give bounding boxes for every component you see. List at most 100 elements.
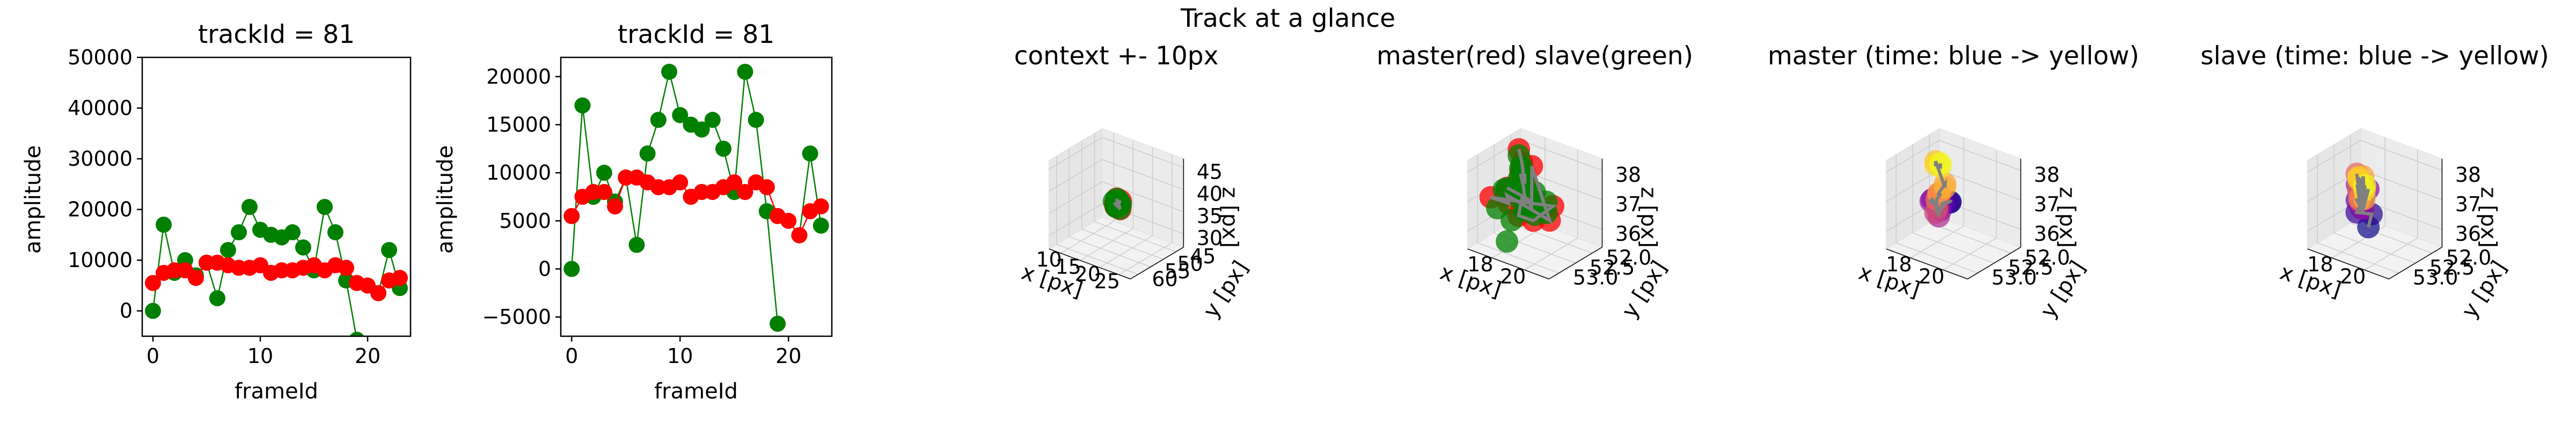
slave-point xyxy=(802,145,818,162)
master-point xyxy=(607,198,623,214)
z-tick-label: 40 xyxy=(1197,182,1223,206)
slave-point xyxy=(737,63,753,80)
master-point xyxy=(392,270,408,286)
master-point xyxy=(188,270,204,286)
slave-point xyxy=(564,261,580,277)
slave-point xyxy=(596,165,612,181)
y-tick-label: 52.5 xyxy=(2429,256,2475,279)
x-tick-label: 10 xyxy=(247,344,273,368)
slave-point xyxy=(704,112,721,128)
x-tick-label: 0 xyxy=(565,344,578,368)
x-grid-line xyxy=(1524,150,1578,271)
y-grid-line xyxy=(1912,144,1995,264)
x-grid-line xyxy=(1060,132,1115,254)
slave-point xyxy=(1102,190,1125,213)
y-axis-line xyxy=(1130,247,1184,279)
series-master xyxy=(145,254,408,301)
slave-point xyxy=(574,97,591,114)
master-track-line xyxy=(1928,160,1953,217)
x-axis-line xyxy=(1467,248,1549,279)
z-tick-label: 36 xyxy=(2455,222,2481,246)
z-tick-label: 45 xyxy=(1197,160,1223,183)
y-axis-line xyxy=(1967,247,2021,279)
z-tick-label: 38 xyxy=(1615,163,1641,187)
x-grid-line xyxy=(1118,154,1173,275)
y-grid-line xyxy=(2333,144,2416,264)
panel-5-title: master (time: blue -> yellow) xyxy=(1768,41,2139,71)
y-grid-line xyxy=(1094,133,1176,253)
y-tick-label: 5000 xyxy=(499,209,551,233)
panel-1-amplitude-plot: trackId = 81 0 10 20 0 10000 20000 30000 40000 5… xyxy=(21,20,412,404)
z-tick-label: 38 xyxy=(2034,163,2060,187)
y-tick-label: 55 xyxy=(1165,260,1190,283)
master-point xyxy=(791,227,808,243)
y-tick-label: 53.0 xyxy=(1992,266,2037,290)
x-axis-line xyxy=(1049,248,1131,279)
panel-4-title: master(red) slave(green) xyxy=(1377,41,1693,71)
z-tick-label: 35 xyxy=(1197,204,1223,228)
panel-3-context-3d: context +- 10px 101520254550556030354045… xyxy=(1014,41,1254,322)
y-tick-label: 20000 xyxy=(486,65,551,88)
slave-point xyxy=(231,224,247,241)
slave-point xyxy=(672,107,689,123)
x-axis-line xyxy=(2307,248,2389,279)
slave-point xyxy=(209,290,225,307)
slave-point xyxy=(284,224,301,241)
x-tick-label: 10 xyxy=(667,344,693,368)
y-tick-label: 53.0 xyxy=(1573,266,1619,290)
y-tick-label: 0 xyxy=(538,257,551,280)
y-tick-label: 40000 xyxy=(68,97,133,120)
y-tick-label: 0 xyxy=(120,299,133,323)
slave-point xyxy=(327,224,343,241)
x-tick-label: 18 xyxy=(1467,253,1493,276)
track-line xyxy=(1490,149,1557,224)
slave-point xyxy=(145,302,161,319)
y-grid-line xyxy=(1494,144,1576,264)
y-tick-label: 52.0 xyxy=(1606,246,1652,270)
slave-point xyxy=(770,315,786,332)
panel-1-xlabel: frameId xyxy=(235,379,318,404)
x-tick-label: 18 xyxy=(1886,253,1912,276)
master-point xyxy=(596,184,612,201)
z-grid-line xyxy=(1049,181,1184,214)
y-tick-label: 20000 xyxy=(68,198,133,221)
panel-5-master-time-3d: master (time: blue -> yellow) 18 20 52.052… xyxy=(1768,41,2139,322)
y-tick-label: 10000 xyxy=(486,161,551,184)
z-grid-line xyxy=(1049,159,1184,192)
master-point xyxy=(737,184,753,201)
track-line xyxy=(1113,198,1122,210)
y-tick-label: 15000 xyxy=(486,113,551,137)
x-tick-label: 20 xyxy=(1500,264,1526,288)
y-tick-label: 45 xyxy=(1190,245,1216,268)
z-tick-label: 37 xyxy=(2034,193,2060,216)
x-grid-line xyxy=(2364,150,2418,271)
master-point xyxy=(813,198,829,214)
y-axis-line xyxy=(2389,247,2442,279)
slave-point xyxy=(715,140,731,157)
x-grid-line xyxy=(1080,140,1134,261)
master-point xyxy=(758,179,775,196)
slave-point xyxy=(241,198,258,215)
y-tick-label: −5000 xyxy=(482,305,551,329)
slave-point xyxy=(381,242,397,258)
y-axis-line xyxy=(1549,247,1602,279)
slave-point xyxy=(661,63,677,80)
x-grid-line xyxy=(1943,150,1997,271)
x-tick-label: 18 xyxy=(2307,253,2333,276)
slave-point xyxy=(1496,230,1519,253)
x-grid-line xyxy=(2331,137,2385,258)
slave-point xyxy=(748,112,764,128)
panel-6-slave-time-3d: slave (time: blue -> yellow) 18 20 52.052.… xyxy=(2200,41,2549,322)
y-grid-line xyxy=(1081,140,1163,260)
y-tick-label: 60 xyxy=(1152,267,1177,291)
y-grid-line xyxy=(1069,148,1151,268)
x-tick-label: 10 xyxy=(1036,248,1062,271)
panel-6-title: slave (time: blue -> yellow) xyxy=(2200,41,2549,71)
x-grid-line xyxy=(1099,147,1153,268)
x-tick-label: 15 xyxy=(1055,255,1081,279)
x-axis-line xyxy=(1886,248,1968,279)
